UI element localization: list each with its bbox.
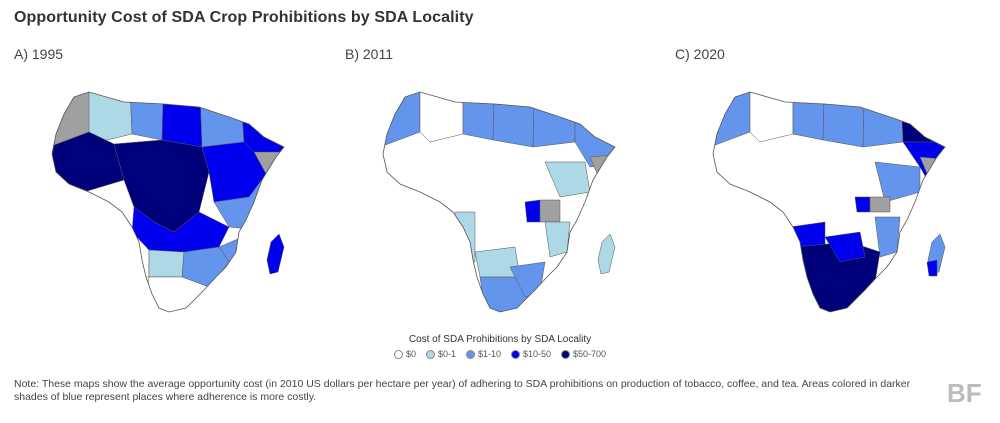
map-2020 — [712, 91, 946, 313]
chart-title: Opportunity Cost of SDA Crop Prohibition… — [14, 9, 474, 26]
legend-item: $50-700 — [561, 349, 606, 359]
legend-swatch — [425, 349, 435, 359]
legend-item: $1-10 — [465, 349, 501, 359]
logo-text: BF — [947, 378, 982, 408]
legend-label: $0 — [405, 349, 416, 359]
legend-label: $50-700 — [573, 349, 607, 359]
panel-label-c: C) 2020 — [675, 46, 725, 62]
legend-item: $0 — [393, 349, 416, 359]
legend-item: $0-1 — [425, 349, 456, 359]
footnote: Note: These maps show the average opport… — [14, 378, 911, 403]
bf-logo-icon: BF — [947, 378, 982, 408]
legend-item: $10-50 — [511, 349, 551, 359]
legend-swatch — [465, 349, 475, 359]
map-2011 — [382, 91, 616, 313]
panel-label-a: A) 1995 — [14, 46, 64, 62]
legend-swatch — [511, 349, 520, 359]
panel-label-b: B) 2011 — [345, 46, 393, 62]
legend-title: Cost of SDA Prohibitions by SDA Locality — [408, 334, 592, 345]
legend-swatch — [561, 349, 571, 359]
legend: $0 $0-1 $1-10 $10-50 $50-700 — [0, 349, 1000, 359]
legend-swatch — [393, 349, 403, 359]
legend-label: $0-1 — [437, 349, 456, 359]
legend-label: $1-10 — [477, 349, 501, 359]
map-1995 — [51, 91, 285, 313]
legend-label: $10-50 — [523, 349, 552, 359]
